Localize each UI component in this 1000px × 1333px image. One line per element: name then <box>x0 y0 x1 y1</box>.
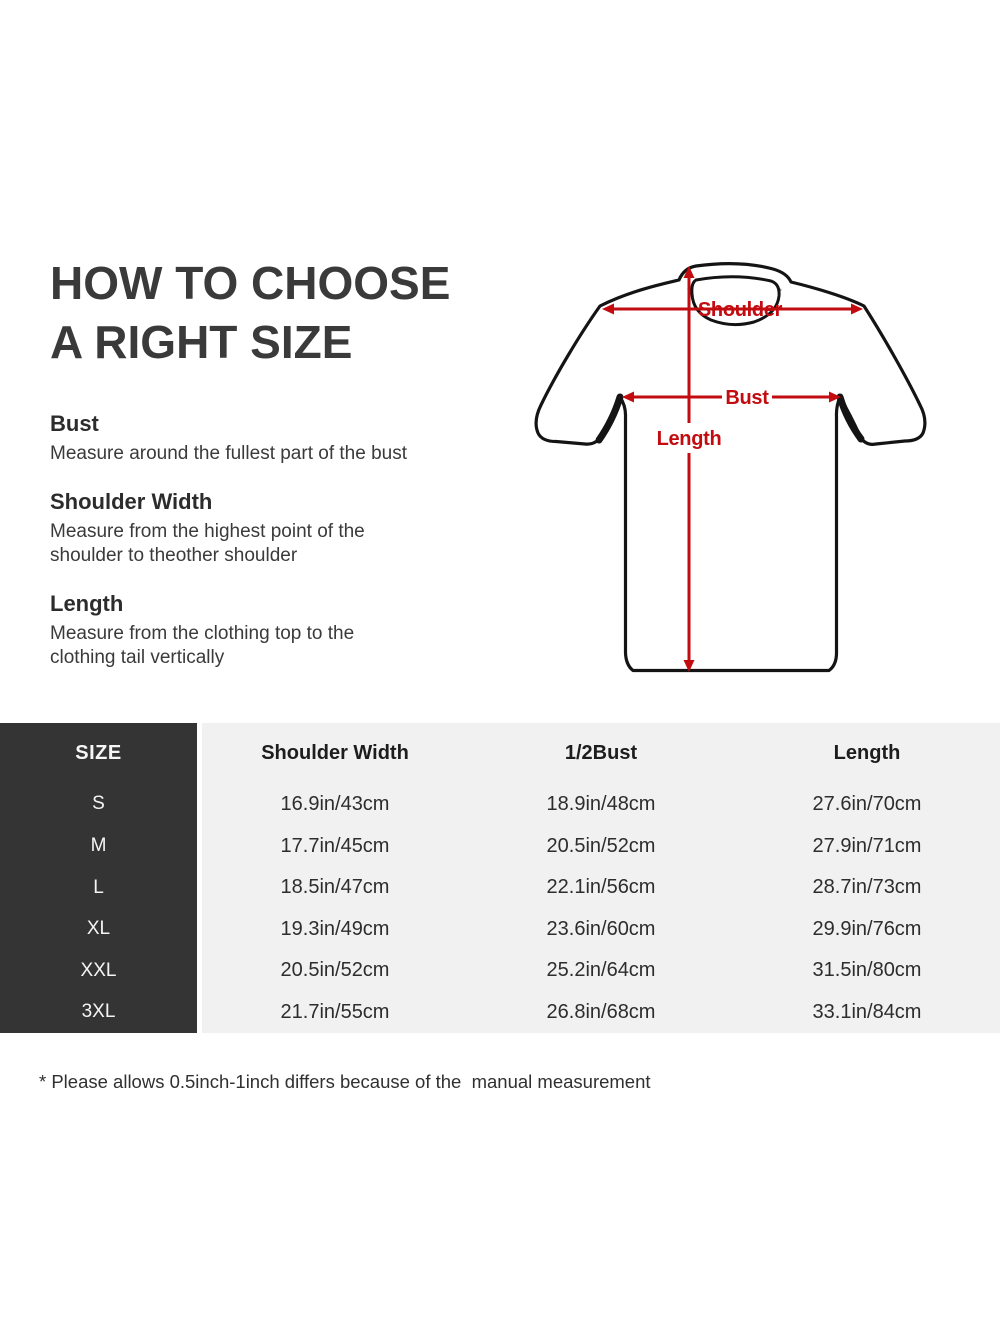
length-arrowhead-bottom <box>683 660 695 672</box>
size-label: XL <box>86 918 111 939</box>
guide-section-shoulder-width: Shoulder Width Measure from the highest … <box>50 488 480 568</box>
table-background <box>202 723 1000 1033</box>
shoulder-label: Shoulder <box>698 299 783 321</box>
size-label: L <box>93 876 104 898</box>
collar-opening <box>690 275 781 327</box>
shoulder-width-value: 19.3in/49cm <box>280 917 390 940</box>
half-bust-value: 22.1in/56cm <box>546 876 656 898</box>
length-value: 28.7in/73cm <box>812 876 922 898</box>
table-row-3xl: 3XL 21.7in/55cm 26.8in/68cm 33.1in/84cm <box>0 991 1000 1033</box>
bust-label: Bust <box>725 387 769 409</box>
length-value: 27.6in/70cm <box>812 792 922 815</box>
length-value: 29.9in/76cm <box>812 917 922 940</box>
measurement-guide: HOW TO CHOOSE A RIGHT SIZE Bust Measure … <box>50 254 480 670</box>
length-value: 31.5in/80cm <box>812 959 922 981</box>
guide-section-title: Shoulder Width <box>50 489 213 514</box>
shoulder-arrowhead-right <box>851 303 863 315</box>
length-value: 27.9in/71cm <box>812 834 922 857</box>
size-table: SIZE Shoulder Width 1/2Bust Length S 16.… <box>0 723 1000 1033</box>
measurement-disclaimer: * Please allows 0.5inch-1inch differs be… <box>39 1071 651 1092</box>
half-bust-value: 26.8in/68cm <box>546 1000 656 1023</box>
table-row-xl: XL 19.3in/49cm 23.6in/60cm 29.9in/76cm <box>0 908 1000 950</box>
shoulder-width-value: 21.7in/55cm <box>280 1000 390 1023</box>
page-title: HOW TO CHOOSE A RIGHT SIZE <box>50 254 480 372</box>
size-column-background <box>0 723 197 1033</box>
shoulder-arrowhead-left <box>602 303 614 315</box>
table-row-m: M 17.7in/45cm 20.5in/52cm 27.9in/71cm <box>0 825 1000 867</box>
half-bust-value: 18.9in/48cm <box>546 792 656 815</box>
table-row-xxl: XXL 20.5in/52cm 25.2in/64cm 31.5in/80cm <box>0 950 1000 991</box>
left-armpit-shadow <box>595 393 624 444</box>
shoulder-width-value: 20.5in/52cm <box>280 959 390 981</box>
guide-section-length: Length Measure from the clothing top to … <box>50 590 480 670</box>
size-label: S <box>92 793 105 814</box>
length-value: 33.1in/84cm <box>812 1000 922 1023</box>
tshirt-diagram-svg: Shoulder Bust Length <box>534 262 927 673</box>
size-label: XXL <box>80 959 117 981</box>
page-title-line-1: HOW TO CHOOSE <box>50 257 451 309</box>
half-bust-value: 23.6in/60cm <box>546 917 656 940</box>
guide-section-text: Measure around the fullest part of the b… <box>50 443 407 464</box>
guide-section-title: Bust <box>50 411 99 436</box>
tshirt-measurement-diagram: Shoulder Bust Length <box>500 240 930 690</box>
half-bust-value: 20.5in/52cm <box>546 834 656 857</box>
guide-section-text: Measure from the clothing top to the <box>50 623 355 644</box>
length-arrowhead-top <box>683 266 695 278</box>
table-header-row: SIZE Shoulder Width 1/2Bust Length <box>0 723 1000 783</box>
bust-arrowhead-right <box>829 391 841 403</box>
page-title-line-2: A RIGHT SIZE <box>50 316 353 368</box>
column-header-length: Length <box>833 741 901 764</box>
column-header-half-bust: 1/2Bust <box>564 741 638 764</box>
half-bust-value: 25.2in/64cm <box>546 959 656 981</box>
right-armpit-shadow <box>836 393 865 443</box>
shoulder-width-value: 17.7in/45cm <box>280 834 390 857</box>
table-row-s: S 16.9in/43cm 18.9in/48cm 27.6in/70cm <box>0 783 1000 825</box>
column-header-shoulder-width: Shoulder Width <box>261 741 409 764</box>
bust-arrowhead-left <box>622 391 634 403</box>
guide-section-bust: Bust Measure around the fullest part of … <box>50 410 480 466</box>
length-label: Length <box>657 428 722 450</box>
shoulder-width-value: 16.9in/43cm <box>280 792 390 815</box>
table-row-l: L 18.5in/47cm 22.1in/56cm 28.7in/73cm <box>0 867 1000 908</box>
size-label: M <box>90 835 107 856</box>
size-column-header: SIZE <box>75 741 122 764</box>
guide-section-text: shoulder to theother shoulder <box>50 545 298 566</box>
size-label: 3XL <box>81 1001 116 1022</box>
guide-section-text: Measure from the highest point of the <box>50 521 365 542</box>
guide-section-title: Length <box>50 591 124 616</box>
shoulder-width-value: 18.5in/47cm <box>280 876 390 898</box>
guide-section-text: clothing tail vertically <box>50 647 225 668</box>
